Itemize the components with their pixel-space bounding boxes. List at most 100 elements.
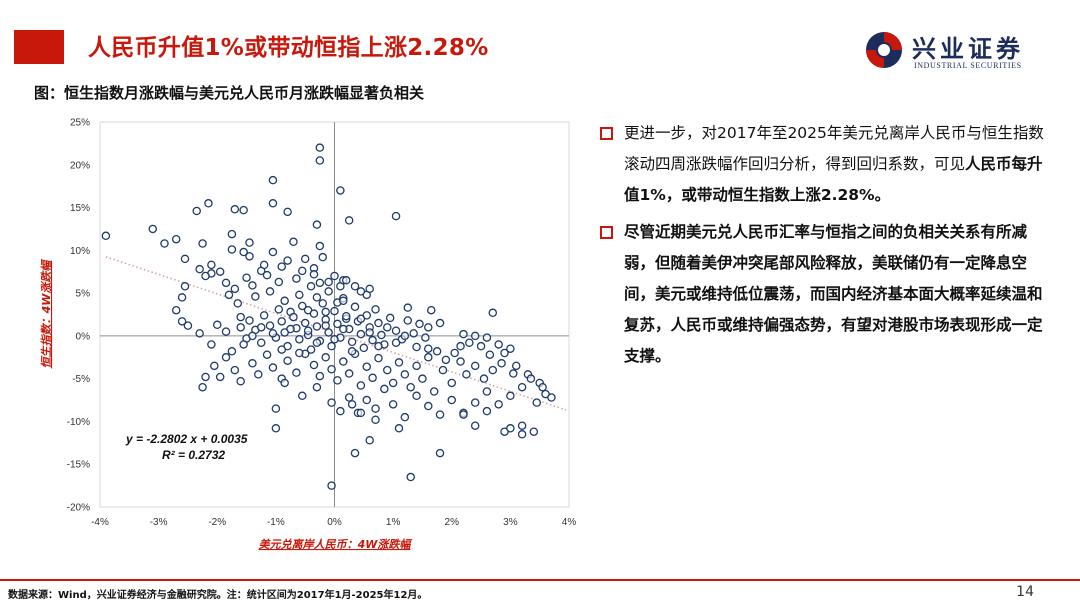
scatter-point [295,290,304,300]
scatter-point [506,424,515,433]
scatter-point [180,282,190,291]
x-axis-label: 美元兑离岸人民币：4W涨跌幅 [259,538,413,551]
scatter-point [356,314,366,324]
scatter-point [356,329,366,339]
scatter-point [303,326,313,336]
scatter-point [195,264,204,274]
y-tick-label: 0% [76,331,91,342]
scatter-point [330,271,339,281]
scatter-point [421,333,430,342]
scatter-point [344,216,354,225]
scatter-point [506,391,515,401]
scatter-point [394,358,404,367]
scatter-point [227,245,237,254]
scatter-point [356,287,366,296]
scatter-point [432,347,442,356]
scatter-point [262,350,272,359]
scatter-point [371,305,380,314]
scatter-point [359,343,369,353]
scatter-point [371,415,380,424]
scatter-point [300,318,310,328]
x-tick-label: 1% [386,517,401,528]
scatter-point [195,329,204,338]
scatter-point [262,270,272,280]
scatter-point [236,323,245,332]
bullet-text: 尽管近期美元兑人民币汇率与恒指之间的负相关关系有所减弱，但随着美伊冲突尾部风险释… [624,223,1043,365]
scatter-point [347,347,357,356]
scatter-point [517,430,527,439]
scatter-point [321,321,330,330]
scatter-point [426,305,436,315]
scatter-point [215,267,225,276]
scatter-point [497,359,506,368]
scatter-point [283,207,292,217]
y-tick-label: -10% [67,417,90,428]
scatter-point [435,318,445,328]
scatter-point [295,348,304,358]
scatter-point [482,333,492,342]
scatter-point [201,271,210,281]
page-title: 人民币升值1%或带动恒指上涨2.28% [88,35,489,61]
scatter-point [362,395,371,405]
y-tick-label: -20% [67,503,90,514]
scatter-point [233,299,243,308]
scatter-point [459,410,468,419]
scatter-point [330,306,339,316]
scatter-point [424,353,433,362]
scatter-point [476,341,486,351]
scatter-point [350,448,360,458]
scatter-point [295,335,304,344]
scatter-point [532,398,542,407]
scatter-point [459,329,468,339]
scatter-point [283,256,292,265]
scatter-point [171,305,181,315]
scatter-point [180,254,190,264]
scatter-point [239,205,248,215]
scatter-point [462,370,471,379]
scatter-point [456,357,465,366]
scatter-point [324,328,333,337]
scatter-point [312,293,322,302]
scatter-point [148,224,158,234]
scatter-point [245,238,254,247]
y-tick-label: 5% [76,289,91,300]
scatter-point [470,331,480,341]
scatter-point [494,340,503,349]
scatter-point [298,391,307,401]
bullet-item: 更进一步，对2017年至2025年美元兑离岸人民币与恒生指数滚动四周涨跌幅作回归… [596,118,1056,211]
title-accent-bar [14,30,64,64]
scatter-point [324,287,333,296]
scatter-point [236,376,245,386]
scatter-point [239,340,248,349]
scatter-point [424,344,433,353]
scatter-point [327,365,336,374]
scatter-point [245,316,254,325]
scatter-point [438,365,448,375]
scatter-point [230,365,240,375]
scatter-point [212,320,222,330]
scatter-point [488,308,498,318]
scatter-point [277,317,286,326]
scatter-point [315,241,325,251]
scatter-point [248,359,257,368]
data-source-note: 数据来源：Wind，兴业证券经济与金融研究院。注：统计区间为2017年1月-20… [8,590,428,601]
scatter-point [435,448,445,458]
scatter-point [365,436,374,445]
scatter-point [517,421,527,430]
scatter-point [215,372,225,382]
scatter-point [327,341,336,351]
scatter-point [380,384,389,394]
scatter-point [221,353,231,362]
scatter-point [298,266,307,276]
scatter-point [336,186,345,195]
scatter-point [192,206,201,216]
figure-caption: 图：恒生指数月涨跌幅与美元兑人民币月涨跌幅显著负相关 [34,84,425,102]
scatter-point [383,365,392,375]
scatter-point [298,301,307,311]
scatter-point [286,324,295,334]
scatter-point [312,382,322,392]
scatter-point [312,322,322,331]
scatter-point [374,341,383,351]
scatter-point [341,311,351,321]
scatter-point [236,312,245,322]
